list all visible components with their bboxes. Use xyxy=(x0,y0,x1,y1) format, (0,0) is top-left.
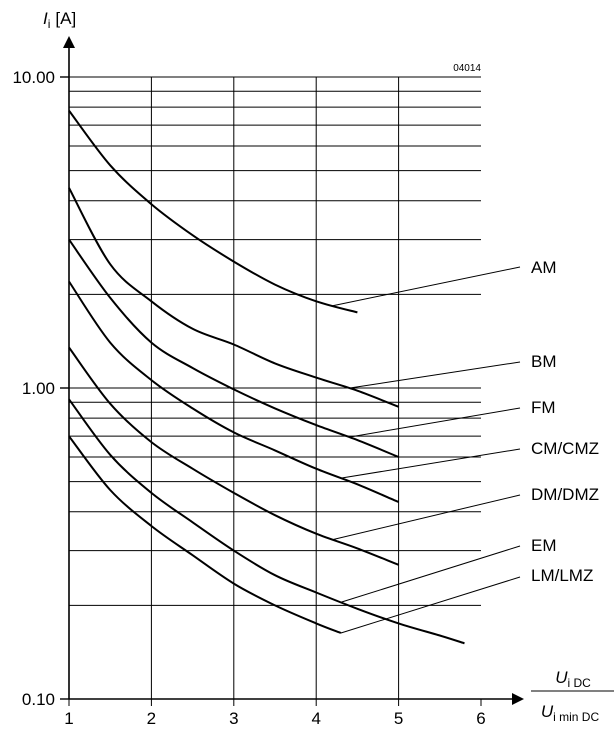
series-leader-line xyxy=(332,494,521,541)
series-leader-line xyxy=(340,576,521,634)
x-axis-label-den-main: U xyxy=(541,702,554,721)
series-label: DM/DMZ xyxy=(531,485,599,504)
x-axis-label-den-sub: i min DC xyxy=(553,710,599,724)
series-label: AM xyxy=(531,258,557,277)
grid xyxy=(69,76,481,699)
x-tick-label: 4 xyxy=(311,709,320,728)
x-tick-label: 6 xyxy=(476,709,485,728)
y-axis-label-main: I xyxy=(43,9,48,28)
x-tick-labels: 1 2 3 4 5 6 xyxy=(64,699,486,728)
x-tick-label: 1 xyxy=(64,709,73,728)
series-curve xyxy=(68,187,399,408)
series-curve xyxy=(68,239,399,458)
series-leader-line xyxy=(332,266,521,307)
series-label: BM xyxy=(531,352,557,371)
x-axis-label-numerator: Ui DC xyxy=(555,668,591,690)
figure-code: 04014 xyxy=(453,63,481,74)
y-tick-label: 1.00 xyxy=(22,379,55,398)
series-label: CM/CMZ xyxy=(531,439,599,458)
y-axis-label: Ii [A] xyxy=(43,9,76,31)
x-tick-label: 2 xyxy=(147,709,156,728)
x-axis-label: Ui DC Ui min DC xyxy=(531,668,614,724)
x-axis-label-num-sub: i DC xyxy=(567,676,591,690)
y-tick-labels: 10.00 1.00 0.10 xyxy=(12,68,69,709)
y-tick-label: 10.00 xyxy=(12,68,55,87)
series-label: LM/LMZ xyxy=(531,566,593,585)
series-labels: AM BM FM CM/CMZ DM/DMZ EM LM/LMZ xyxy=(531,258,599,585)
y-axis-label-unit: [A] xyxy=(55,9,76,28)
x-axis-label-denominator: Ui min DC xyxy=(541,702,600,724)
series-label: EM xyxy=(531,536,557,555)
series-curves xyxy=(68,109,465,645)
x-tick-label: 5 xyxy=(394,709,403,728)
series-curve xyxy=(68,435,342,634)
series-curve xyxy=(68,346,399,566)
series-curve xyxy=(68,280,399,503)
series-label: FM xyxy=(531,398,556,417)
x-tick-label: 3 xyxy=(229,709,238,728)
series-leader-line xyxy=(340,545,521,603)
y-axis-label-sub: i xyxy=(48,17,51,31)
x-axis-label-num-main: U xyxy=(555,668,568,687)
series-leaders xyxy=(332,266,521,634)
series-curve xyxy=(68,109,358,314)
series-leader-line xyxy=(340,448,521,479)
series-leader-line xyxy=(349,407,521,438)
series-leader-line xyxy=(349,361,521,389)
y-tick-label: 0.10 xyxy=(22,690,55,709)
series-curve xyxy=(68,398,465,645)
